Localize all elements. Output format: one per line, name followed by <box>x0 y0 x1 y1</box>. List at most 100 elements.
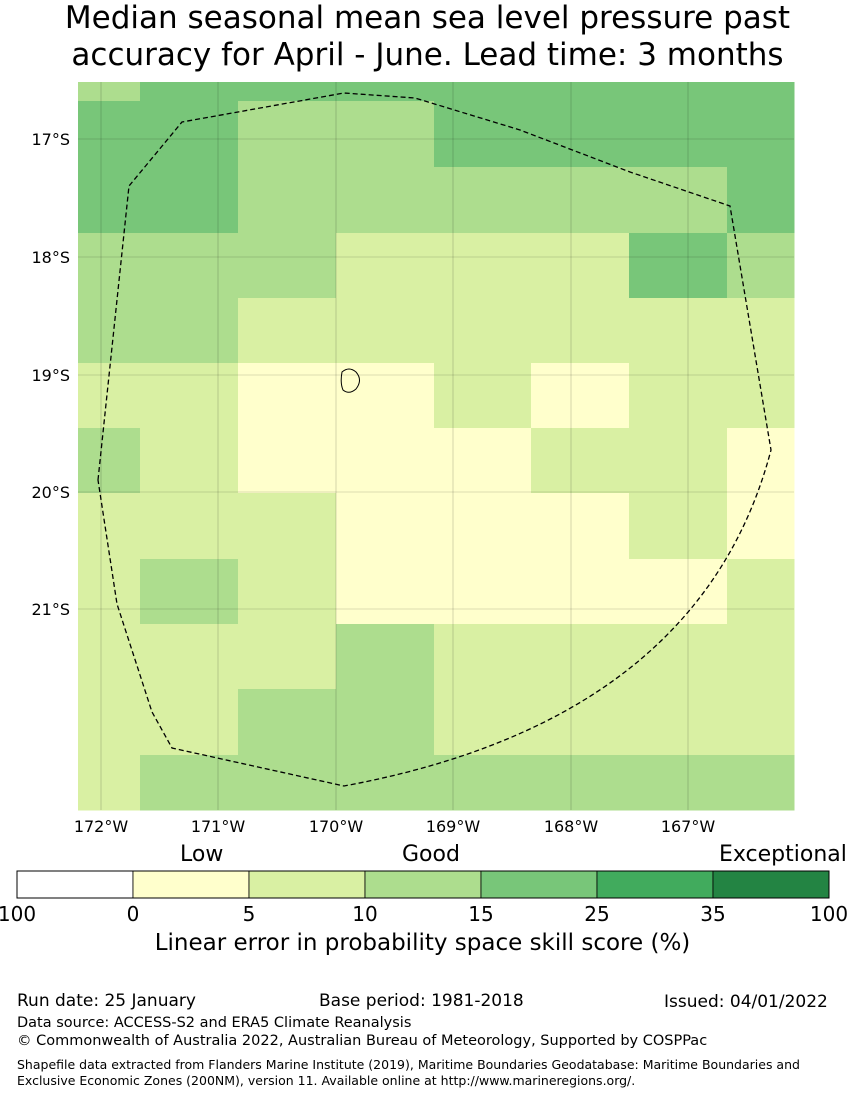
skill-cell <box>336 167 435 234</box>
lat-label: 20°S <box>31 483 70 502</box>
skill-cell <box>336 82 435 102</box>
title-line-1: Median seasonal mean sea level pressure … <box>64 0 791 36</box>
copyright: © Commonwealth of Australia 2022, Austra… <box>17 1033 708 1049</box>
skill-cell <box>336 689 435 756</box>
skill-cell <box>238 493 337 560</box>
skill-cell <box>434 493 532 560</box>
skill-cell <box>629 755 728 811</box>
colorbar-tick: 25 <box>584 902 610 926</box>
skill-cell <box>78 689 141 756</box>
skill-cell <box>531 101 630 168</box>
skill-cell <box>434 363 532 429</box>
colorbar-bin <box>16 870 134 899</box>
category-low: Low <box>180 842 224 867</box>
eez-boundary <box>97 92 772 787</box>
skill-cell <box>238 689 337 756</box>
colorbar-bin <box>364 870 482 899</box>
skill-cell <box>531 559 630 625</box>
skill-cell <box>629 493 728 560</box>
issued-date: Issued: 04/01/2022 <box>664 992 828 1012</box>
skill-cell <box>434 233 532 299</box>
title-line-2: accuracy for April - June. Lead time: 3 … <box>71 37 784 73</box>
skill-cell <box>78 755 141 811</box>
skill-cell <box>140 624 239 690</box>
skill-cell <box>434 167 532 234</box>
skill-cell <box>434 82 532 102</box>
skill-cell <box>434 428 532 494</box>
skill-cell <box>78 298 141 364</box>
skill-cell <box>531 298 630 364</box>
skill-cell <box>727 363 795 429</box>
skill-cell <box>336 493 435 560</box>
skill-cell <box>629 82 728 102</box>
colorbar-tick: 15 <box>468 902 494 926</box>
skill-cell <box>727 101 795 168</box>
skill-cell <box>629 363 728 429</box>
chart-title: Median seasonal mean sea level pressure … <box>0 0 855 74</box>
lon-label: 170°W <box>309 817 364 836</box>
skill-grid <box>78 82 795 811</box>
skill-cell <box>78 101 141 168</box>
skill-cell <box>727 167 795 234</box>
skill-cell <box>140 428 239 494</box>
skill-cell <box>140 167 239 234</box>
skill-cell <box>629 428 728 494</box>
skill-cell <box>140 559 239 625</box>
category-exceptional: Exceptional <box>719 842 847 867</box>
lon-label: 167°W <box>661 817 716 836</box>
skill-cell <box>238 298 337 364</box>
skill-cell <box>727 755 795 811</box>
skill-cell <box>238 233 337 299</box>
skill-cell <box>727 493 795 560</box>
colorbar-bin <box>248 870 366 899</box>
skill-cell <box>531 493 630 560</box>
map-gridlines <box>78 82 794 810</box>
shapefile-credit: Shapefile data extracted from Flanders M… <box>17 1057 800 1088</box>
skill-cell <box>140 298 239 364</box>
skill-cell <box>531 428 630 494</box>
skill-cell <box>629 624 728 690</box>
skill-cell <box>629 101 728 168</box>
base-period: Base period: 1981-2018 <box>319 991 524 1011</box>
skill-cell <box>78 233 141 299</box>
colorbar-bins <box>16 870 830 899</box>
skill-cell <box>78 167 141 234</box>
skill-cell <box>629 167 728 234</box>
skill-cell <box>727 624 795 690</box>
lat-label: 19°S <box>31 366 70 385</box>
colorbar-tick: 100 <box>0 902 37 926</box>
run-date: Run date: 25 January <box>17 991 196 1011</box>
colorbar-bin <box>596 870 714 899</box>
colorbar-bin <box>480 870 598 899</box>
lon-label: 168°W <box>544 817 599 836</box>
data-source: Data source: ACCESS-S2 and ERA5 Climate … <box>17 1015 412 1031</box>
skill-cell <box>78 493 141 560</box>
island-outline <box>340 368 360 393</box>
skill-cell <box>727 233 795 299</box>
skill-cell <box>531 82 630 102</box>
skill-cell <box>238 82 337 102</box>
skill-cell <box>140 363 239 429</box>
colorbar-tick: 0 <box>126 902 140 926</box>
skill-cell <box>727 689 795 756</box>
lat-label: 17°S <box>31 130 70 149</box>
lon-label: 172°W <box>74 817 129 836</box>
skill-cell <box>531 167 630 234</box>
lat-label: 21°S <box>31 600 70 619</box>
skill-map: 17°S 18°S 19°S 20°S 21°S 172°W 171°W 170… <box>31 82 795 836</box>
skill-cell <box>140 755 239 811</box>
skill-cell <box>727 82 795 102</box>
skill-cell <box>531 233 630 299</box>
skill-cell <box>336 755 435 811</box>
skill-cell <box>727 428 795 494</box>
lon-label: 169°W <box>426 817 481 836</box>
skill-cell <box>140 82 239 102</box>
colorbar-tick: 10 <box>352 902 378 926</box>
colorbar-frame <box>16 870 830 899</box>
skill-cell <box>531 363 630 429</box>
skill-cell <box>140 689 239 756</box>
skill-cell <box>629 689 728 756</box>
skill-cell <box>629 233 728 299</box>
skill-cell <box>434 689 532 756</box>
skill-cell <box>78 559 141 625</box>
